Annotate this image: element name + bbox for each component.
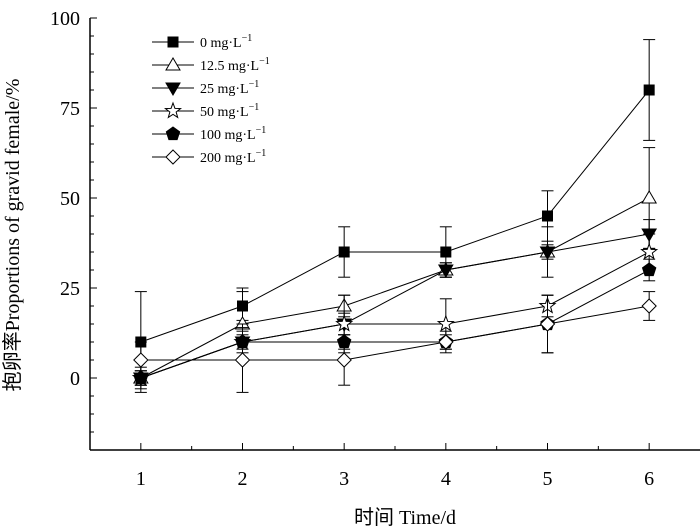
legend-item: 100 mg·L−1 (152, 125, 266, 143)
x-tick-label: 2 (238, 468, 248, 490)
x-tick-label: 1 (136, 468, 146, 490)
legend-item: 50 mg·L−1 (152, 101, 259, 120)
data-point (436, 314, 455, 332)
data-point (641, 262, 657, 277)
data-point (438, 334, 454, 350)
data-point (640, 242, 659, 260)
axes: 0 25 50 75 100 1 2 3 4 5 6 (50, 8, 700, 490)
data-point (437, 264, 454, 278)
legend-label: 200 mg·L−1 (200, 148, 266, 166)
legend-marker (165, 57, 181, 71)
legend-item: 200 mg·L−1 (152, 148, 266, 166)
data-point (641, 190, 658, 204)
legend-marker (165, 126, 181, 141)
legend: 0 mg·L−1 12.5 mg·L−1 25 mg·L−1 50 mg·L−1 100… (152, 33, 270, 166)
data-point (335, 314, 354, 332)
legend-item: 25 mg·L−1 (152, 79, 259, 97)
legend-marker (163, 101, 183, 119)
series-line (140, 305, 650, 361)
series-line (140, 89, 650, 343)
data-point (234, 352, 251, 368)
series-layer (131, 39, 659, 393)
data-point (539, 316, 556, 332)
series-line (140, 197, 650, 379)
legend-item: 12.5 mg·L−1 (152, 56, 270, 74)
legend-label: 0 mg·L−1 (200, 33, 252, 51)
data-point (336, 352, 352, 368)
data-point (643, 84, 655, 96)
data-point (641, 298, 657, 314)
x-tick-label: 6 (644, 468, 654, 490)
series-line (140, 269, 650, 379)
y-tick-label: 75 (60, 98, 80, 120)
data-point (133, 352, 149, 368)
series-line (140, 233, 650, 379)
x-tick-label: 5 (543, 468, 553, 490)
legend-label: 50 mg·L−1 (200, 102, 259, 120)
series-6 (133, 291, 657, 393)
legend-marker (165, 149, 181, 165)
data-point (440, 246, 452, 258)
legend-label: 25 mg·L−1 (200, 79, 259, 97)
legend-marker (165, 82, 181, 96)
series-4 (131, 233, 659, 386)
data-point (539, 246, 556, 260)
y-tick-label: 100 (50, 8, 80, 30)
y-axis-title: 抱卵率Proportions of gravid female/% (1, 79, 24, 392)
y-tick-label: 0 (70, 368, 80, 390)
legend-marker (167, 36, 179, 48)
x-tick-label: 3 (339, 468, 349, 490)
legend-label: 100 mg·L−1 (200, 125, 266, 143)
data-point (542, 210, 553, 222)
y-tick-label: 25 (60, 278, 80, 300)
x-axis-title: 时间 Time/d (354, 506, 456, 528)
x-tick-label: 4 (441, 468, 451, 490)
data-point (338, 246, 350, 258)
series-5 (133, 258, 657, 386)
y-tick-label: 50 (60, 188, 80, 210)
legend-label: 12.5 mg·L−1 (200, 56, 270, 74)
legend-item: 0 mg·L−1 (152, 33, 252, 51)
